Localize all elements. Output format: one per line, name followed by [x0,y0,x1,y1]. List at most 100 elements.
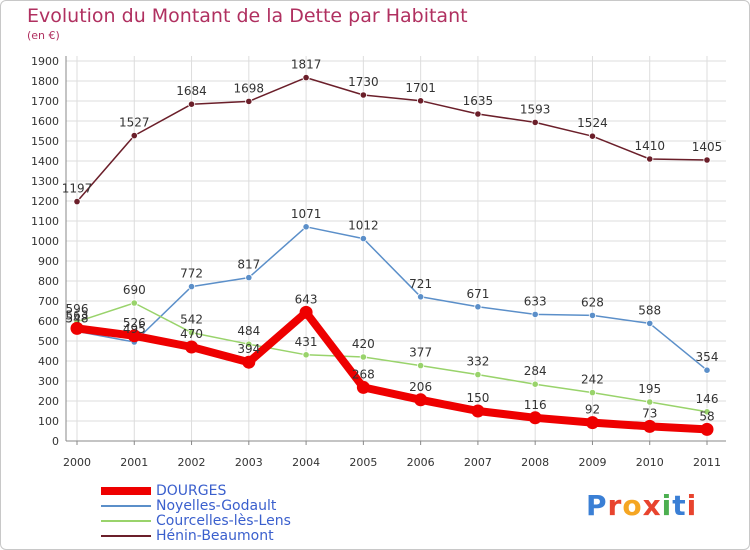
data-point [185,340,199,354]
data-label: 690 [123,283,146,297]
x-tick-label: 2002 [178,456,206,469]
data-point [588,132,597,140]
data-point [531,380,539,388]
data-point [245,340,253,348]
data-point [417,361,425,370]
data-label: 495 [123,322,146,336]
data-point [187,100,196,108]
data-label: 588 [638,303,661,317]
data-point [130,299,138,307]
data-label: 643 [295,292,318,306]
data-label: 1527 [119,116,150,130]
data-label: 1524 [577,116,608,130]
data-point [302,351,310,359]
data-point [127,329,141,343]
legend-label: Noyelles-Godault [156,498,277,514]
x-tick-label: 2009 [578,456,606,469]
data-point [130,132,138,140]
data-label: 1197 [62,182,93,196]
data-point [73,198,81,206]
data-point [703,366,711,374]
y-tick-label: 100 [38,415,59,428]
y-tick-label: 1300 [31,175,59,188]
data-point [356,380,370,394]
data-label: 284 [524,364,547,378]
data-point [417,97,425,105]
data-label: 420 [352,337,375,351]
y-tick-label: 1500 [31,135,59,148]
legend-label: Courcelles-lès-Lens [156,513,291,529]
chart-title: Evolution du Montant de la Dette par Hab… [27,5,468,27]
data-label: 92 [585,403,600,417]
legend-swatch [101,505,151,507]
data-point [359,353,367,361]
data-point [646,319,654,327]
data-label: 242 [581,373,604,387]
logo-letter: x [642,489,662,522]
y-tick-label: 1800 [31,75,59,88]
data-point [302,223,310,231]
data-label: 671 [466,287,489,301]
legend-swatch [101,520,151,522]
data-label: 1593 [520,102,551,116]
data-point [302,74,310,82]
y-tick-label: 700 [38,295,59,308]
data-label: 58 [699,409,714,423]
plot-area [66,56,726,441]
data-label: 548 [66,311,89,325]
data-label: 431 [295,335,318,349]
x-tick-label: 2001 [120,456,148,469]
x-tick-label: 2010 [636,456,664,469]
data-label: 817 [237,258,260,272]
data-label: 377 [409,346,432,360]
data-label: 1730 [348,75,379,89]
data-point [700,422,714,436]
data-label: 526 [123,316,146,330]
y-tick-label: 800 [38,275,59,288]
data-point [528,411,542,425]
x-tick-label: 2000 [63,456,91,469]
y-tick-label: 1100 [31,215,59,228]
data-label: 195 [638,382,661,396]
y-tick-label: 1900 [31,55,59,68]
logo-letter: P [586,489,608,522]
data-label: 1410 [634,139,665,153]
data-point [531,310,539,318]
data-label: 332 [466,355,489,369]
data-point [187,328,196,337]
logo-letter: r [607,489,623,522]
data-label: 1405 [692,140,723,154]
x-tick-label: 2003 [235,456,263,469]
series-line [76,226,708,371]
y-tick-label: 200 [38,395,59,408]
legend-label: Hénin-Beaumont [156,528,274,544]
data-point [703,156,711,164]
data-point [646,398,654,406]
data-label: 116 [524,398,547,412]
data-label: 354 [696,350,719,364]
y-tick-label: 1600 [31,115,59,128]
y-tick-label: 1400 [31,155,59,168]
legend-swatch [101,535,151,537]
data-label: 772 [180,267,203,281]
data-point [299,305,313,319]
data-point [531,118,539,127]
data-label: 146 [696,392,719,406]
data-label: 470 [180,327,203,341]
series-line [76,76,708,203]
data-label: 268 [352,367,375,381]
data-point [70,321,84,335]
y-tick-label: 1200 [31,195,59,208]
proxiti-logo: Proxiti [586,489,697,522]
data-label: 563 [66,308,89,322]
y-tick-label: 1700 [31,95,59,108]
data-label: 1698 [234,81,265,95]
y-tick-label: 400 [38,355,59,368]
y-tick-label: 900 [38,255,59,268]
logo-letter: i [686,489,698,522]
series-line [76,302,708,413]
logo-letter: o [622,489,643,522]
data-point [585,416,599,430]
